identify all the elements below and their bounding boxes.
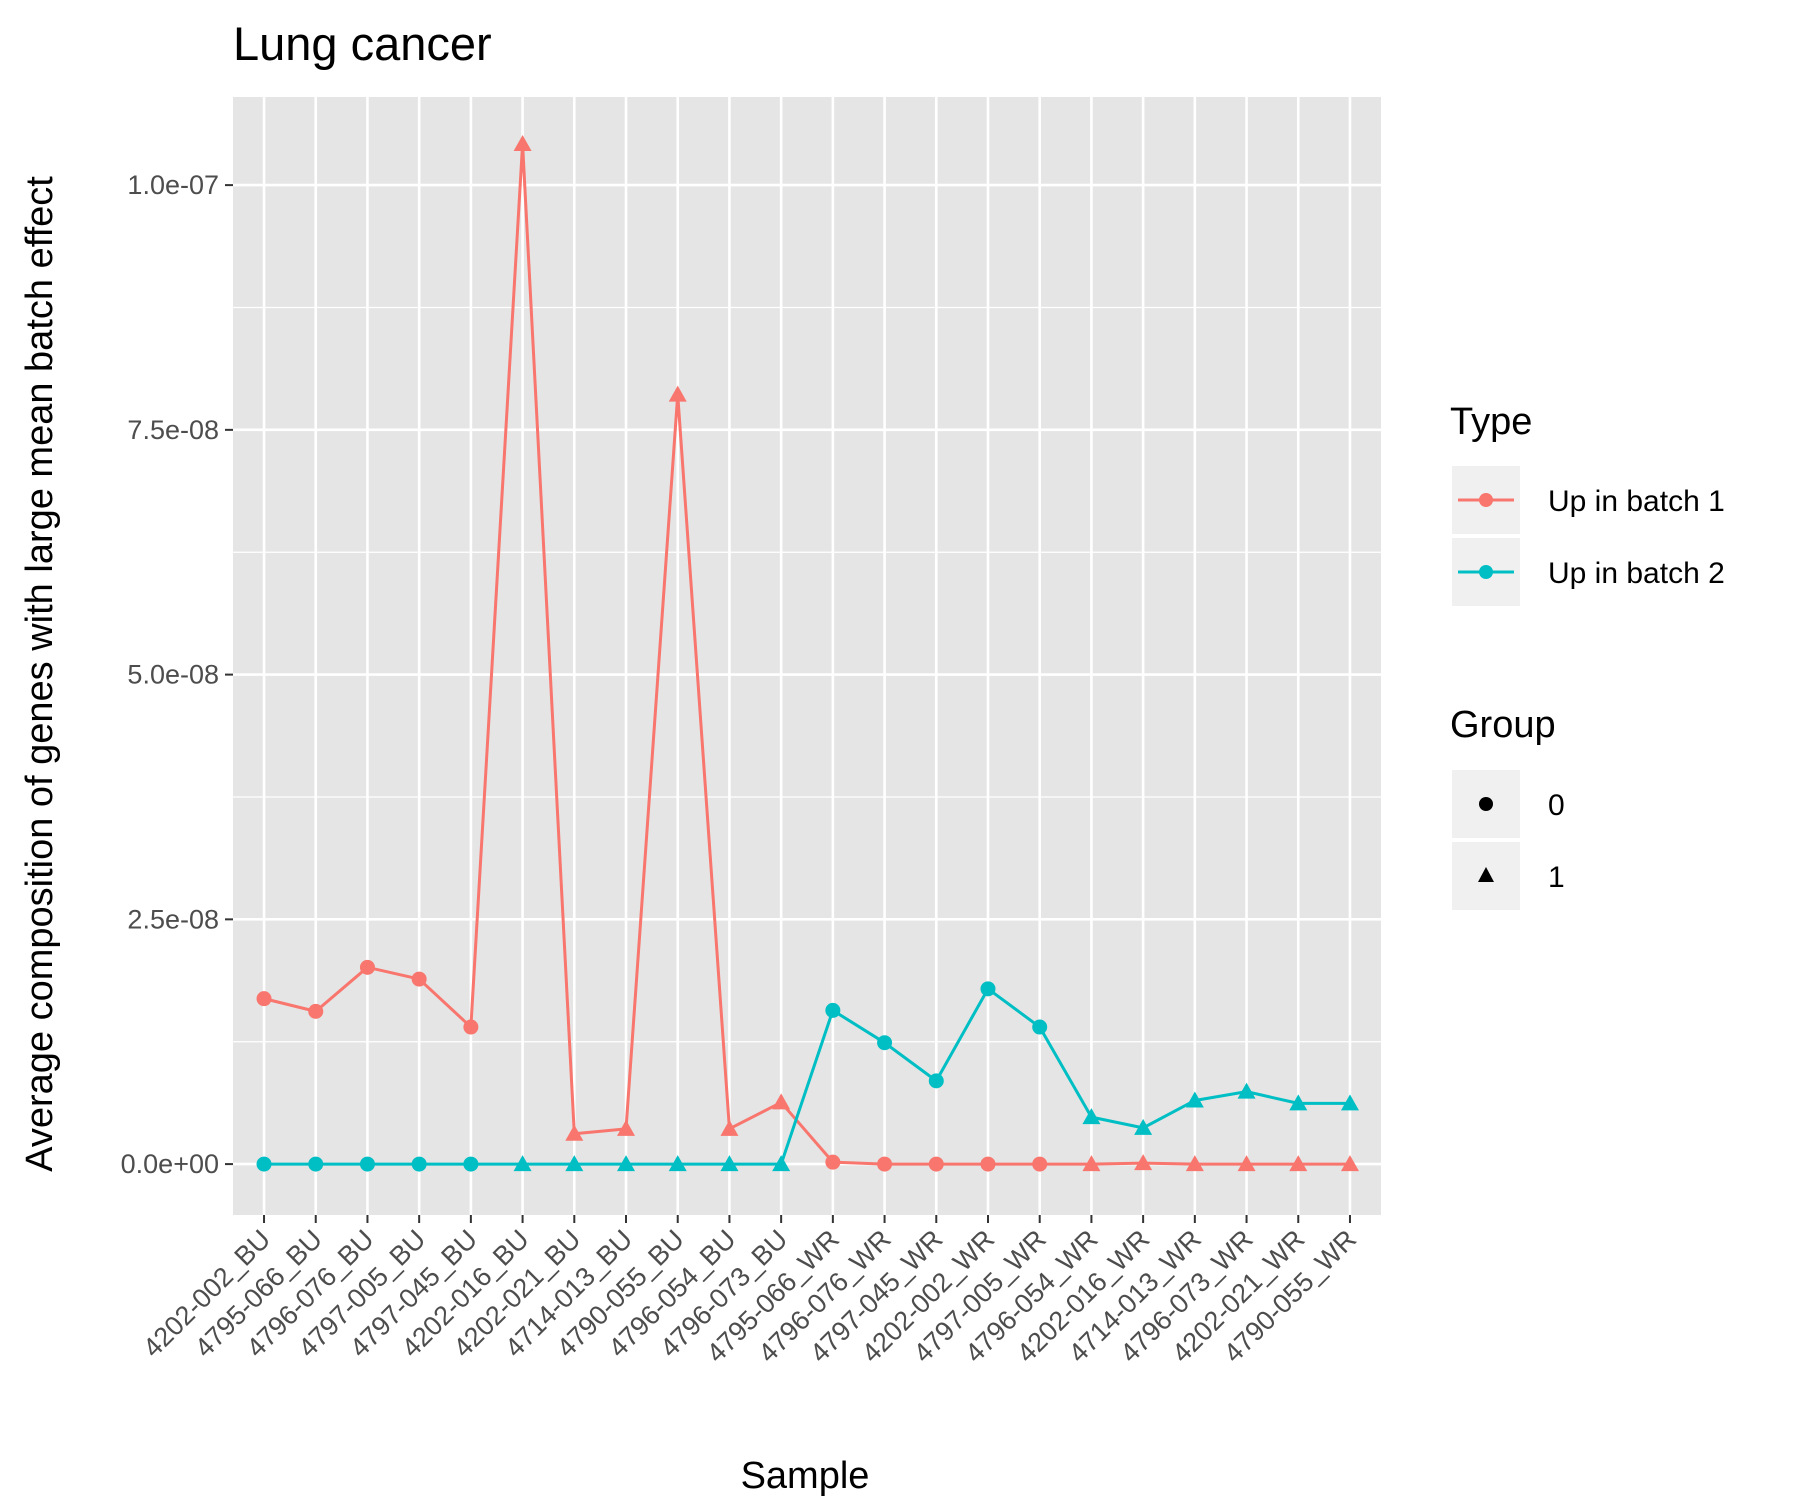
data-point-circle [825, 1002, 841, 1018]
data-point-triangle [1340, 1094, 1359, 1111]
data-point-triangle [565, 1155, 584, 1172]
data-point-triangle [1082, 1155, 1101, 1172]
data-point-circle [359, 1156, 375, 1172]
data-point-circle [463, 1156, 479, 1172]
data-point-circle [308, 1156, 324, 1172]
legend-label-batch2: Up in batch 2 [1548, 557, 1725, 590]
data-point-circle [256, 1156, 272, 1172]
plot-panel [233, 97, 1381, 1215]
legend-key-point-batch1 [1479, 493, 1493, 507]
data-point-triangle [513, 1155, 532, 1172]
data-point-triangle [772, 1155, 791, 1172]
data-point-circle [980, 1156, 996, 1172]
series-lines [263, 142, 1350, 1166]
data-point-triangle [1134, 1154, 1153, 1171]
data-point-circle [308, 1003, 324, 1019]
series-line-1 [263, 142, 1350, 1166]
legend-key-circle [1479, 797, 1493, 811]
data-point-triangle [720, 1119, 739, 1136]
data-point-triangle [1134, 1118, 1153, 1135]
data-point-circle [1032, 1156, 1048, 1172]
x-axis-title: Sample [741, 1455, 870, 1497]
y-axis: 0.0e+00 2.5e-08 5.0e-08 7.5e-08 1.0e-07 [121, 170, 233, 1179]
data-point-circle [980, 981, 996, 997]
data-point-circle [1032, 1019, 1048, 1035]
legend-type-title: Type [1450, 401, 1532, 443]
data-point-triangle [1340, 1155, 1359, 1172]
legend-key-triangle [1478, 867, 1494, 882]
x-axis: 4202-002_BU4795-066_BU4796-076_BU4797-00… [137, 1215, 1362, 1368]
y-tick-label: 2.5e-08 [127, 904, 219, 934]
data-point-triangle [720, 1155, 739, 1172]
legend-group: Group 0 1 [1450, 704, 1565, 910]
data-point-triangle [1289, 1094, 1308, 1111]
data-point-circle [877, 1156, 893, 1172]
series-line-2 [264, 987, 1350, 1166]
data-point-triangle [565, 1124, 584, 1141]
data-point-circle [463, 1019, 479, 1035]
data-point-circle [411, 971, 427, 987]
legend-label-batch1: Up in batch 1 [1548, 485, 1725, 518]
y-tick-label: 1.0e-07 [127, 170, 219, 200]
legend-key-point-batch2 [1479, 565, 1493, 579]
chart-title: Lung cancer [233, 17, 492, 70]
data-point-circle [928, 1073, 944, 1089]
data-point-triangle [1185, 1155, 1204, 1172]
data-point-circle [928, 1156, 944, 1172]
data-point-triangle [1237, 1155, 1256, 1172]
series-points [256, 134, 1359, 1172]
data-point-triangle [772, 1093, 791, 1110]
data-point-circle [825, 1154, 841, 1170]
data-point-triangle [617, 1155, 636, 1172]
y-tick-label: 5.0e-08 [127, 660, 219, 690]
data-point-triangle [1237, 1082, 1256, 1099]
data-point-circle [411, 1156, 427, 1172]
data-point-triangle [1082, 1108, 1101, 1125]
legend-label-group1: 1 [1548, 861, 1565, 894]
data-point-triangle [1185, 1091, 1204, 1108]
data-point-triangle [1289, 1155, 1308, 1172]
data-point-triangle [513, 134, 532, 151]
legend-type: Type Up in batch 1 Up in batch 2 [1450, 401, 1725, 606]
data-point-circle [877, 1035, 893, 1051]
data-point-triangle [668, 385, 687, 402]
legend-group-title: Group [1450, 704, 1556, 746]
data-point-triangle [668, 1155, 687, 1172]
y-axis-title: Average composition of genes with large … [19, 176, 61, 1172]
y-tick-label: 0.0e+00 [121, 1149, 219, 1179]
grid-minor [233, 306, 1381, 1043]
data-point-circle [359, 959, 375, 975]
legend-label-group0: 0 [1548, 789, 1565, 822]
data-point-circle [256, 991, 272, 1007]
y-tick-label: 7.5e-08 [127, 415, 219, 445]
data-point-triangle [617, 1119, 636, 1136]
